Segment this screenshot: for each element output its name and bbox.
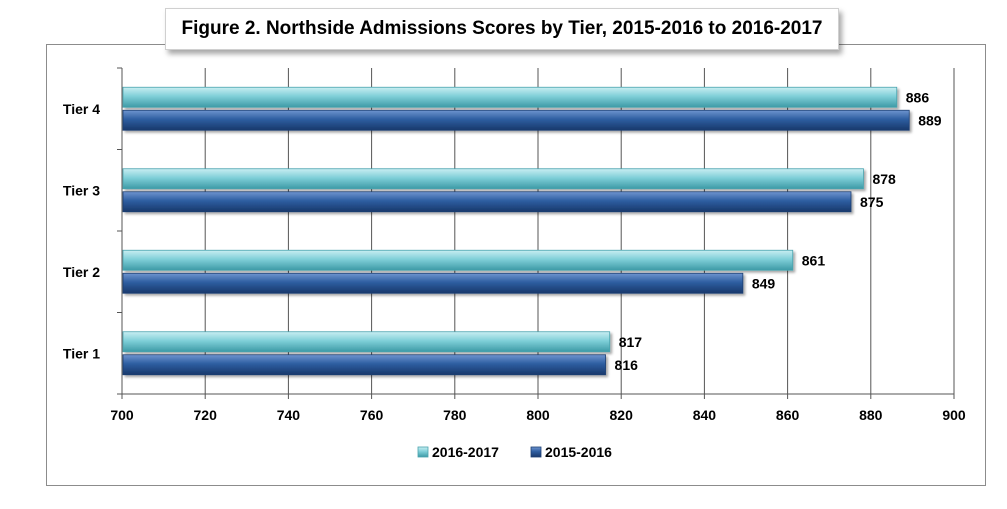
x-tick-label: 900: [942, 407, 966, 423]
x-tick-label: 780: [443, 407, 467, 423]
bar: [122, 86, 898, 108]
legend-label: 2015-2016: [545, 444, 612, 460]
data-label: 849: [752, 275, 776, 291]
bar: [122, 191, 852, 213]
bar: [122, 109, 910, 131]
legend: 2016-2017 2015-2016: [417, 444, 612, 460]
data-label: 878: [872, 171, 896, 187]
data-label: 861: [802, 252, 826, 268]
x-tick-label: 740: [277, 407, 301, 423]
x-tick-label: 720: [194, 407, 218, 423]
x-tick-label: 820: [610, 407, 634, 423]
bars: [122, 86, 910, 376]
legend-label: 2016-2017: [432, 444, 499, 460]
category-label: Tier 3: [63, 182, 100, 198]
x-tick-label: 700: [110, 407, 134, 423]
x-tick-label: 840: [693, 407, 717, 423]
category-label: Tier 2: [63, 264, 100, 280]
labels: 700 720 740 760 780 800 820 840 860 880 900 Tier 1 8…: [63, 89, 966, 423]
x-tick-label: 880: [859, 407, 883, 423]
axes: [117, 67, 955, 399]
bar: [122, 249, 794, 271]
bar: [122, 354, 606, 376]
bar: [122, 272, 744, 294]
data-label: 816: [615, 357, 639, 373]
category-label: Tier 1: [63, 345, 100, 361]
data-label: 889: [918, 112, 942, 128]
x-tick-label: 860: [776, 407, 800, 423]
x-tick-label: 760: [360, 407, 384, 423]
bar: [122, 168, 864, 190]
bar: [122, 331, 611, 353]
category-label: Tier 4: [63, 101, 100, 117]
data-label: 886: [906, 89, 930, 105]
chart-title: Figure 2. Northside Admissions Scores by…: [165, 8, 839, 50]
data-label: 817: [619, 334, 643, 350]
x-tick-label: 800: [526, 407, 550, 423]
legend-swatch: [417, 446, 429, 458]
legend-swatch: [530, 446, 542, 458]
data-label: 875: [860, 194, 884, 210]
